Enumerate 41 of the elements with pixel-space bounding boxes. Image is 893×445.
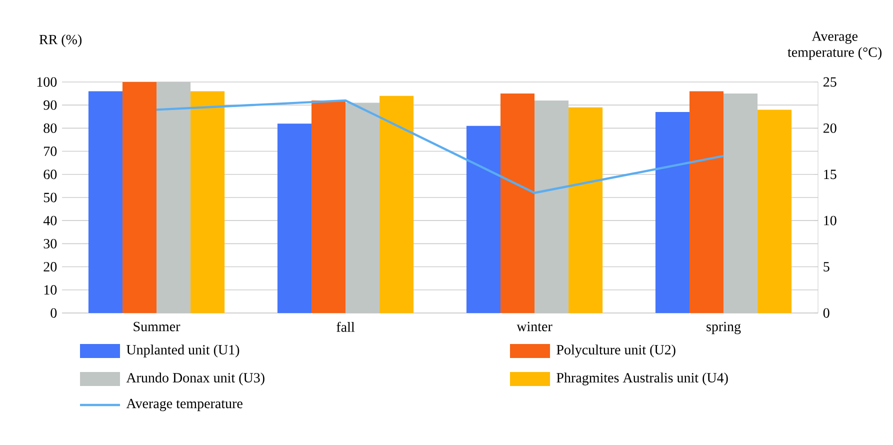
x-tick-label: Summer — [134, 322, 180, 332]
y2-axis-title: Average temperature (°C) — [788, 32, 882, 60]
bar — [311, 100, 346, 313]
y-tick-label: 50 — [44, 192, 57, 202]
bar — [380, 96, 414, 313]
legend-label: Average temperature — [126, 398, 242, 412]
y-tick-label: 40 — [43, 216, 57, 226]
y2-tick-label: 0 — [823, 308, 830, 318]
bar — [277, 124, 312, 313]
y-tick-label: 100 — [37, 77, 57, 87]
legend-label: Phragmites Australis unit (U4) — [556, 372, 728, 386]
bar — [190, 91, 225, 313]
y2-tick-label: 5 — [824, 262, 830, 272]
y-tick-label: 30 — [44, 238, 57, 248]
bar — [758, 110, 792, 313]
bar — [500, 94, 535, 313]
legend-label: Polyculture unit (U2) — [556, 344, 676, 358]
y-axis-title: RR (%) — [39, 34, 82, 48]
y-tick-label: 90 — [44, 100, 57, 110]
y-tick-label: 20 — [44, 262, 57, 272]
x-tick-label: spring — [706, 322, 741, 334]
legend-label: Unplanted unit (U1) — [126, 344, 240, 358]
y-tick-label: 0 — [50, 308, 57, 318]
y2-tick-label: 25 — [823, 77, 836, 87]
y-tick-label: 10 — [44, 285, 57, 295]
y-tick-label: 80 — [44, 123, 57, 133]
x-tick-label: winter — [516, 322, 552, 332]
bar — [122, 82, 157, 313]
line-series — [155, 99, 725, 194]
bar — [568, 107, 603, 313]
bar — [88, 91, 122, 313]
legend-label: Arundo Donax unit (U3) — [126, 372, 264, 386]
bar — [689, 91, 724, 313]
y2-tick-label: 10 — [824, 216, 836, 226]
y-tick-label: 60 — [44, 170, 57, 180]
y2-tick-label: 20 — [823, 123, 836, 133]
bar — [655, 112, 690, 313]
y2-tick-label: 15 — [824, 170, 836, 180]
bar — [466, 126, 500, 313]
y-tick-label: 70 — [44, 146, 57, 156]
x-tick-label: fall — [336, 322, 355, 332]
